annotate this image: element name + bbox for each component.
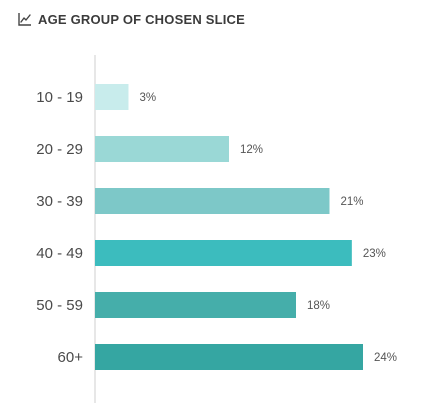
category-label: 30 - 39	[36, 193, 83, 210]
bar[interactable]	[95, 84, 129, 110]
data-label: 21%	[341, 196, 364, 208]
category-label: 50 - 59	[36, 297, 83, 314]
bar[interactable]	[95, 292, 296, 318]
category-label: 40 - 49	[36, 245, 83, 262]
data-label: 18%	[307, 300, 330, 312]
data-label: 24%	[374, 352, 397, 364]
bar[interactable]	[95, 240, 352, 266]
chart-title: AGE GROUP OF CHOSEN SLICE	[38, 11, 246, 27]
data-label: 3%	[140, 92, 157, 104]
data-label: 12%	[240, 144, 263, 156]
line-chart-icon	[18, 12, 32, 26]
category-label: 20 - 29	[36, 141, 83, 158]
category-label: 60+	[58, 349, 84, 366]
bar[interactable]	[95, 344, 363, 370]
chart-header: AGE GROUP OF CHOSEN SLICE	[18, 9, 245, 29]
bar[interactable]	[95, 188, 330, 214]
data-label: 23%	[363, 248, 386, 260]
category-label: 10 - 19	[36, 89, 83, 106]
bar[interactable]	[95, 136, 229, 162]
